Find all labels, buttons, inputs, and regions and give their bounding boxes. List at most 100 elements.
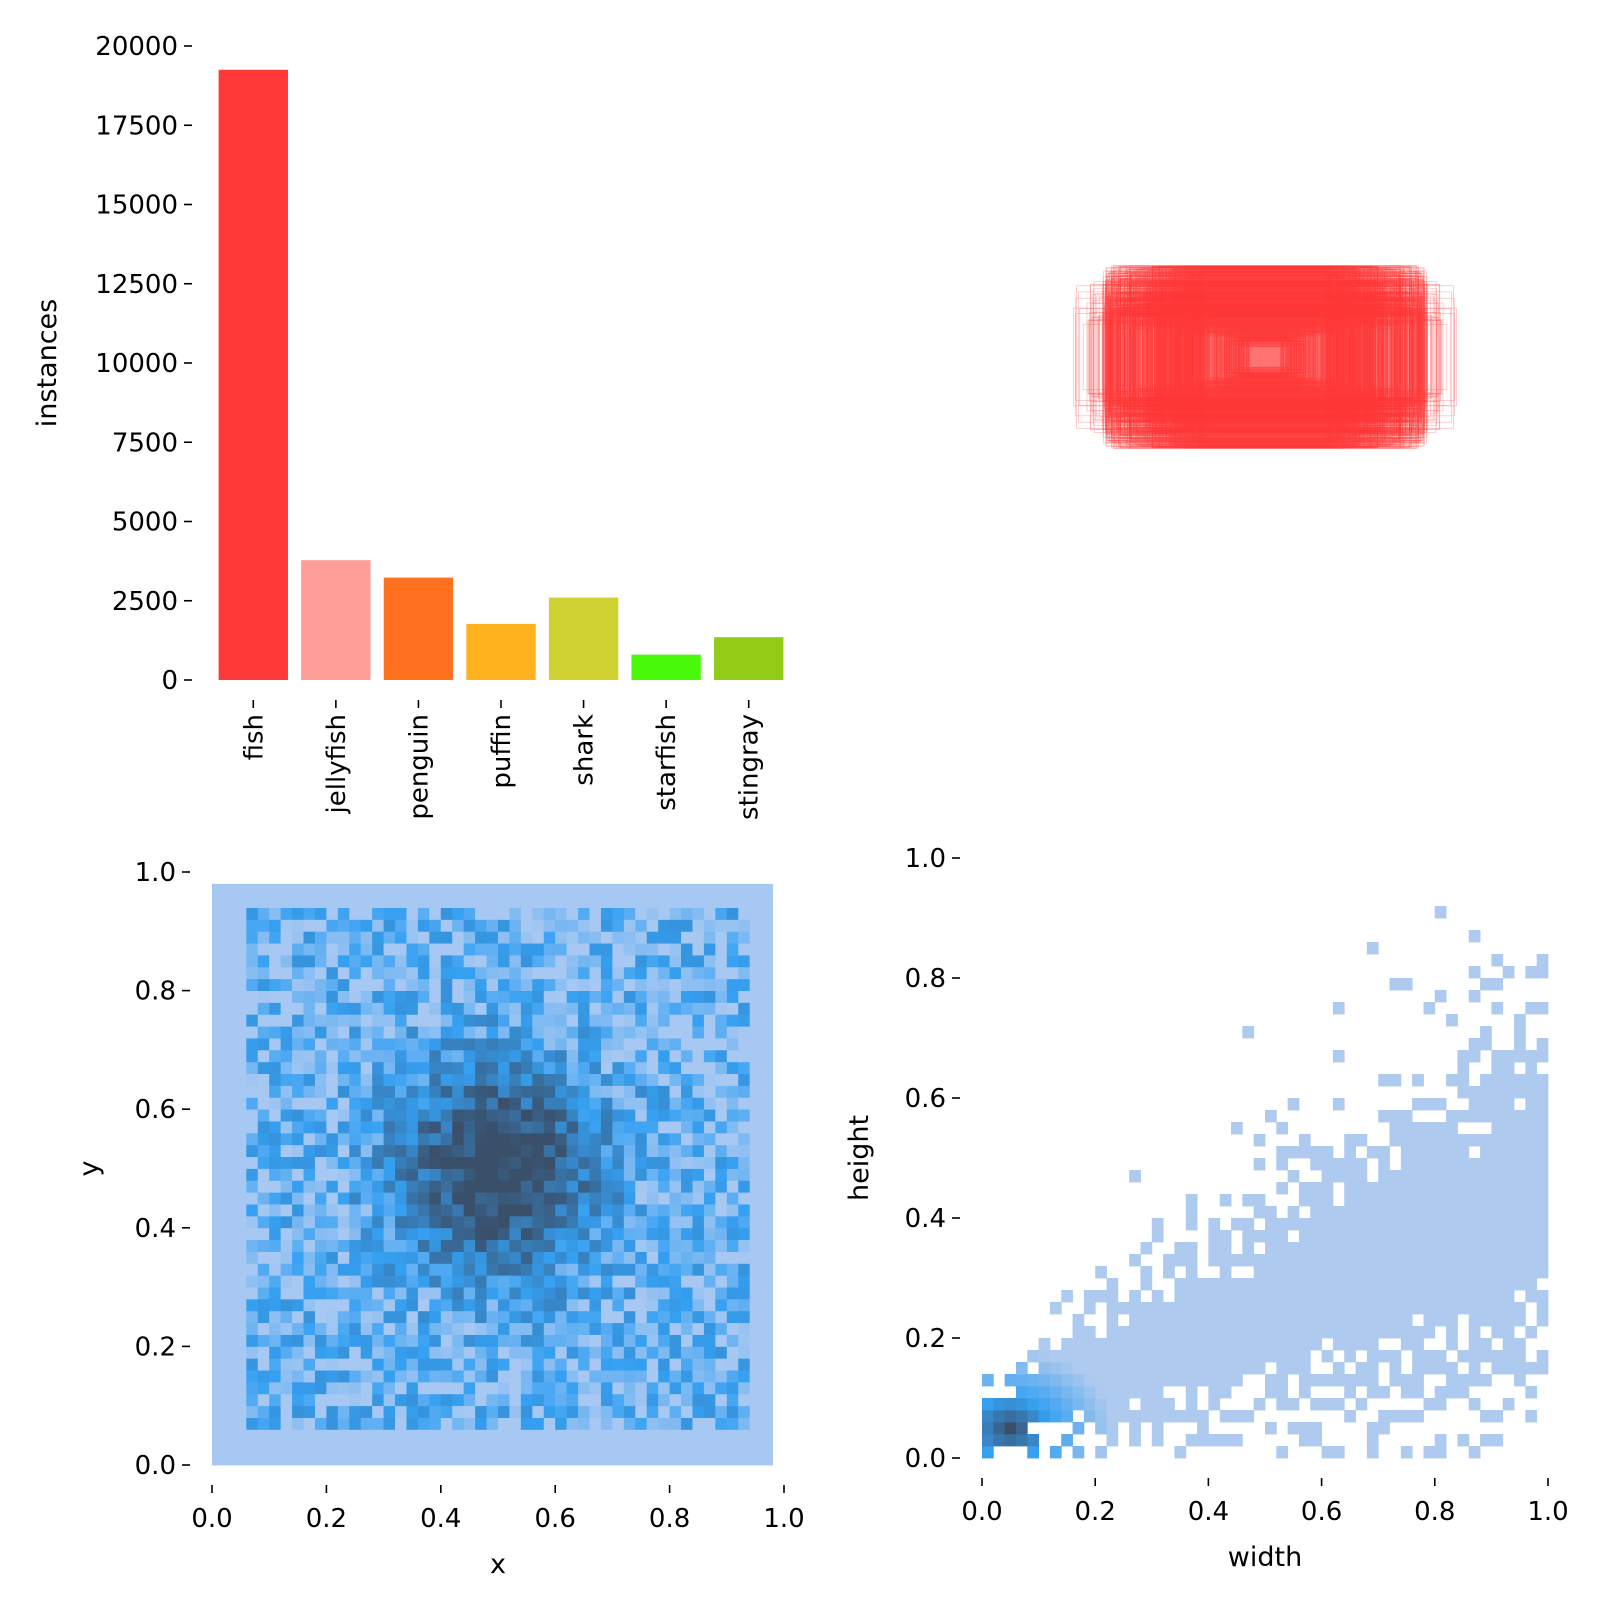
xy-bin xyxy=(269,1370,282,1383)
wh-bin xyxy=(1434,1446,1447,1459)
wh-bin xyxy=(1174,1290,1187,1303)
wh-bin xyxy=(1344,1386,1356,1399)
box-outline xyxy=(1137,291,1393,423)
xy-bin xyxy=(349,1239,362,1252)
xy-bin xyxy=(406,1263,419,1276)
wh-bin xyxy=(1468,1314,1481,1327)
box-outline xyxy=(1096,295,1434,419)
xy-bin xyxy=(578,1002,590,1015)
xy-bin xyxy=(715,1097,728,1110)
xy-bin xyxy=(761,1168,773,1181)
wh-bin xyxy=(1163,1254,1175,1267)
wh-bin xyxy=(1208,1398,1221,1411)
box-outline xyxy=(1149,285,1381,429)
xy-bin xyxy=(486,1405,499,1418)
xy-bin xyxy=(681,1405,693,1418)
xy-bin xyxy=(498,1381,510,1395)
box-outline xyxy=(1145,305,1385,409)
wh-bin xyxy=(1129,1326,1141,1339)
wh-bin xyxy=(1480,1338,1492,1351)
xy-bin xyxy=(406,1109,419,1122)
wh-bin xyxy=(1536,1218,1549,1231)
wh-bin xyxy=(1366,1146,1379,1159)
xy-bin xyxy=(292,955,304,968)
xy-bin xyxy=(646,1239,659,1252)
xy-bin xyxy=(612,931,625,944)
wh-bin xyxy=(1468,1446,1481,1459)
xy-bin xyxy=(463,1251,476,1264)
xy-bin xyxy=(578,1156,590,1169)
xy-bin xyxy=(303,966,316,980)
xy-bin xyxy=(314,1061,327,1075)
xy-bin xyxy=(463,1370,476,1383)
xy-bin xyxy=(509,1405,522,1418)
box-outline xyxy=(1154,292,1376,422)
xy-bin xyxy=(212,1026,224,1039)
wh-bin xyxy=(1434,1350,1447,1363)
xy-bin xyxy=(681,1441,693,1454)
wh-bin xyxy=(1208,1278,1221,1291)
xy-bin xyxy=(681,1381,693,1395)
xy-bin xyxy=(566,1002,579,1015)
xy-bin xyxy=(486,1014,499,1027)
wh-bin xyxy=(1332,1290,1345,1303)
xy-bin xyxy=(509,1417,522,1430)
wh-bin xyxy=(1344,1134,1356,1147)
xy-bin xyxy=(681,1251,693,1264)
wh-bin xyxy=(1502,1314,1515,1327)
wh-bin xyxy=(1106,1422,1119,1435)
xy-bin xyxy=(314,1121,327,1134)
xy-bin xyxy=(360,1038,373,1051)
box-outline xyxy=(1134,283,1396,431)
xy-bin xyxy=(486,1026,499,1039)
wh-bin xyxy=(1457,1254,1470,1267)
xy-bin xyxy=(303,1310,316,1324)
xy-bin xyxy=(578,1227,590,1241)
xy-bin xyxy=(475,919,487,932)
box-outline xyxy=(1135,299,1395,415)
wh-bin xyxy=(1332,1266,1345,1279)
xy-bin xyxy=(578,1014,590,1027)
xy-bin xyxy=(257,978,270,991)
xy-bin xyxy=(326,1429,339,1442)
wh-bin xyxy=(1502,1326,1515,1339)
wh-bin xyxy=(1117,1386,1130,1399)
wh-bin xyxy=(1231,1326,1243,1339)
xy-bin xyxy=(715,1275,728,1288)
xy-bin xyxy=(280,883,293,897)
xy-bin xyxy=(555,907,568,920)
wh-bin xyxy=(1366,1254,1379,1267)
box-outline xyxy=(1111,292,1419,422)
xy-bin xyxy=(280,1441,293,1454)
xy-bin xyxy=(578,1346,590,1359)
xy-bin xyxy=(383,1204,396,1217)
xy-bin xyxy=(212,978,224,991)
wh-bin xyxy=(1457,1350,1470,1363)
wh-bin xyxy=(1536,1098,1549,1111)
xy-bin xyxy=(520,1263,533,1276)
xy-bin xyxy=(372,1180,384,1193)
xy-bin xyxy=(326,1002,339,1015)
y-tick-label: 0.8 xyxy=(135,977,176,1007)
xy-bin xyxy=(257,1085,270,1098)
box-outline xyxy=(1111,304,1419,410)
xy-bin xyxy=(303,1097,316,1110)
wh-bin xyxy=(1344,1218,1356,1231)
wh-bin xyxy=(1468,1242,1481,1255)
xy-bin xyxy=(326,1215,339,1229)
xy-bin xyxy=(715,1239,728,1252)
xy-bin xyxy=(520,1417,533,1430)
wh-bin xyxy=(1344,1266,1356,1279)
box-outline xyxy=(1105,271,1425,443)
wh-bin xyxy=(1468,1134,1481,1147)
wh-bin xyxy=(1446,1182,1458,1195)
xy-bin xyxy=(578,1192,590,1205)
xy-bin xyxy=(463,1109,476,1122)
wh-bin xyxy=(1536,1302,1549,1315)
y-tick-label: 0.6 xyxy=(905,1084,946,1114)
xy-bin xyxy=(360,1441,373,1454)
wh-bin xyxy=(1276,1254,1289,1267)
xy-bin xyxy=(326,919,339,932)
wh-bin xyxy=(1457,1170,1470,1183)
xy-bin xyxy=(257,1417,270,1430)
